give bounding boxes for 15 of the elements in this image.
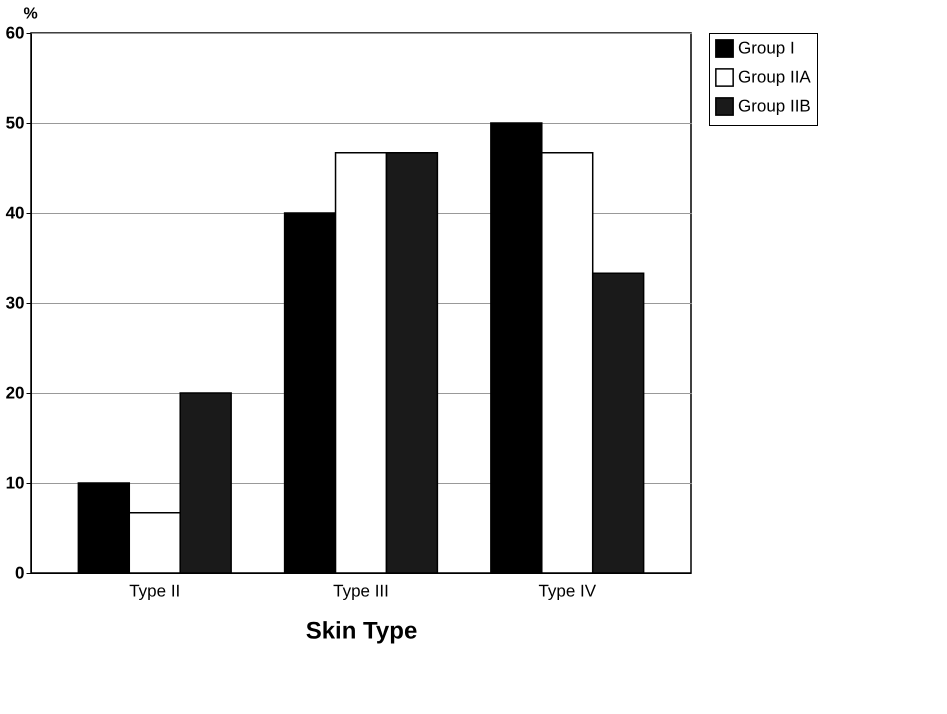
y-tick-label: 0 (15, 564, 24, 582)
x-axis-title: Skin Type (306, 618, 418, 644)
y-tick-label: 40 (6, 204, 24, 222)
x-tick-label: Type IV (538, 582, 597, 600)
legend-label: Group IIB (738, 96, 811, 116)
y-axis-title: % (24, 6, 38, 22)
y-tick-label: 30 (6, 294, 24, 312)
y-tick-label: 10 (6, 474, 24, 492)
x-tick-label: Type II (129, 582, 180, 600)
legend-label: Group IIA (738, 68, 812, 86)
y-tick-label: 60 (6, 24, 24, 42)
y-tick-label: 20 (6, 384, 24, 402)
legend-label: Group I (738, 38, 795, 58)
y-tick-label: 50 (6, 114, 24, 132)
x-tick-label: Type III (333, 582, 389, 600)
